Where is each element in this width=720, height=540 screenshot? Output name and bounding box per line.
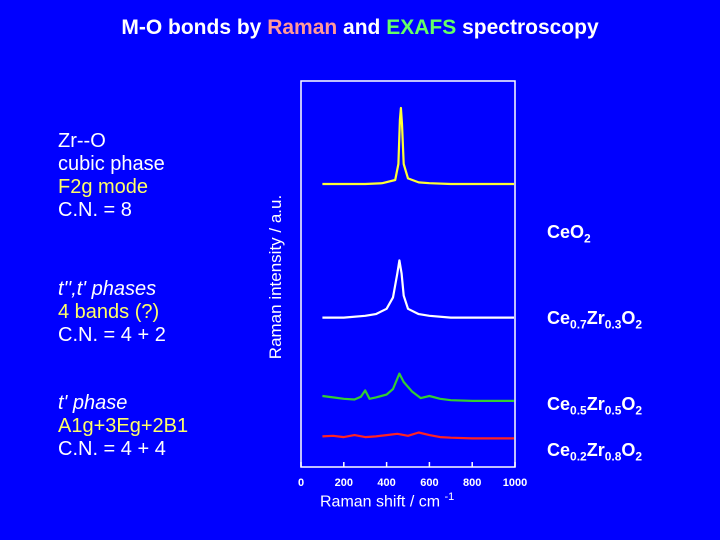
x-tick-label: 800 [463, 477, 481, 489]
title-exafs: EXAFS [386, 16, 457, 39]
x-tick-label: 0 [298, 477, 304, 489]
annotation-line: Zr--O [58, 130, 106, 152]
chart-title: M-O bonds by Raman and EXAFS spectroscop… [0, 16, 720, 40]
annotation-line: cubic phase [58, 153, 165, 175]
x-tick-label: 600 [420, 477, 438, 489]
series-label-ce02zr08o2: Ce0.2Zr0.8O2 [547, 440, 643, 464]
x-tick-label: 200 [335, 477, 353, 489]
annotation-line: t'',t' phases [58, 278, 157, 300]
annotation-line: 4 bands (?) [58, 301, 160, 323]
annotation-t-prime-phase: t' phase A1g+3Eg+2B1 C.N. = 4 + 4 [58, 392, 188, 461]
series-label-ce07zr03o2: Ce0.7Zr0.3O2 [547, 308, 643, 332]
series-line-s2 [322, 259, 514, 319]
series-line-s4 [322, 431, 514, 440]
annotation-cubic-phase: Zr--O cubic phase F2g mode C.N. = 8 [58, 130, 165, 222]
plot-frame [300, 80, 516, 468]
x-axis-label-text: Raman shift / cm [320, 493, 441, 511]
series-line-s1 [322, 106, 514, 186]
series-line-s3 [322, 372, 514, 402]
series-label-ce05zr05o2: Ce0.5Zr0.5O2 [547, 394, 643, 418]
annotation-line: C.N. = 8 [58, 199, 132, 221]
x-axis-label-exponent: -1 [444, 491, 455, 503]
title-suffix: spectroscopy [456, 16, 599, 39]
title-middle: and [337, 16, 387, 39]
x-axis-label: Raman shift / cm -1 [320, 491, 454, 511]
annotation-line: A1g+3Eg+2B1 [58, 415, 189, 437]
annotation-line: C.N. = 4 + 2 [58, 324, 166, 346]
annotation-line: C.N. = 4 + 4 [58, 438, 166, 460]
x-tick-label: 1000 [503, 477, 527, 489]
title-prefix: M-O bonds by [121, 16, 268, 39]
series-label-ceo2: CeO2 [547, 222, 591, 246]
title-raman: Raman [267, 16, 338, 39]
x-tick-label: 400 [377, 477, 395, 489]
annotation-line: t' phase [58, 392, 128, 414]
annotation-line: F2g mode [58, 176, 149, 198]
annotation-tetragonal-phases: t'',t' phases 4 bands (?) C.N. = 4 + 2 [58, 278, 166, 347]
